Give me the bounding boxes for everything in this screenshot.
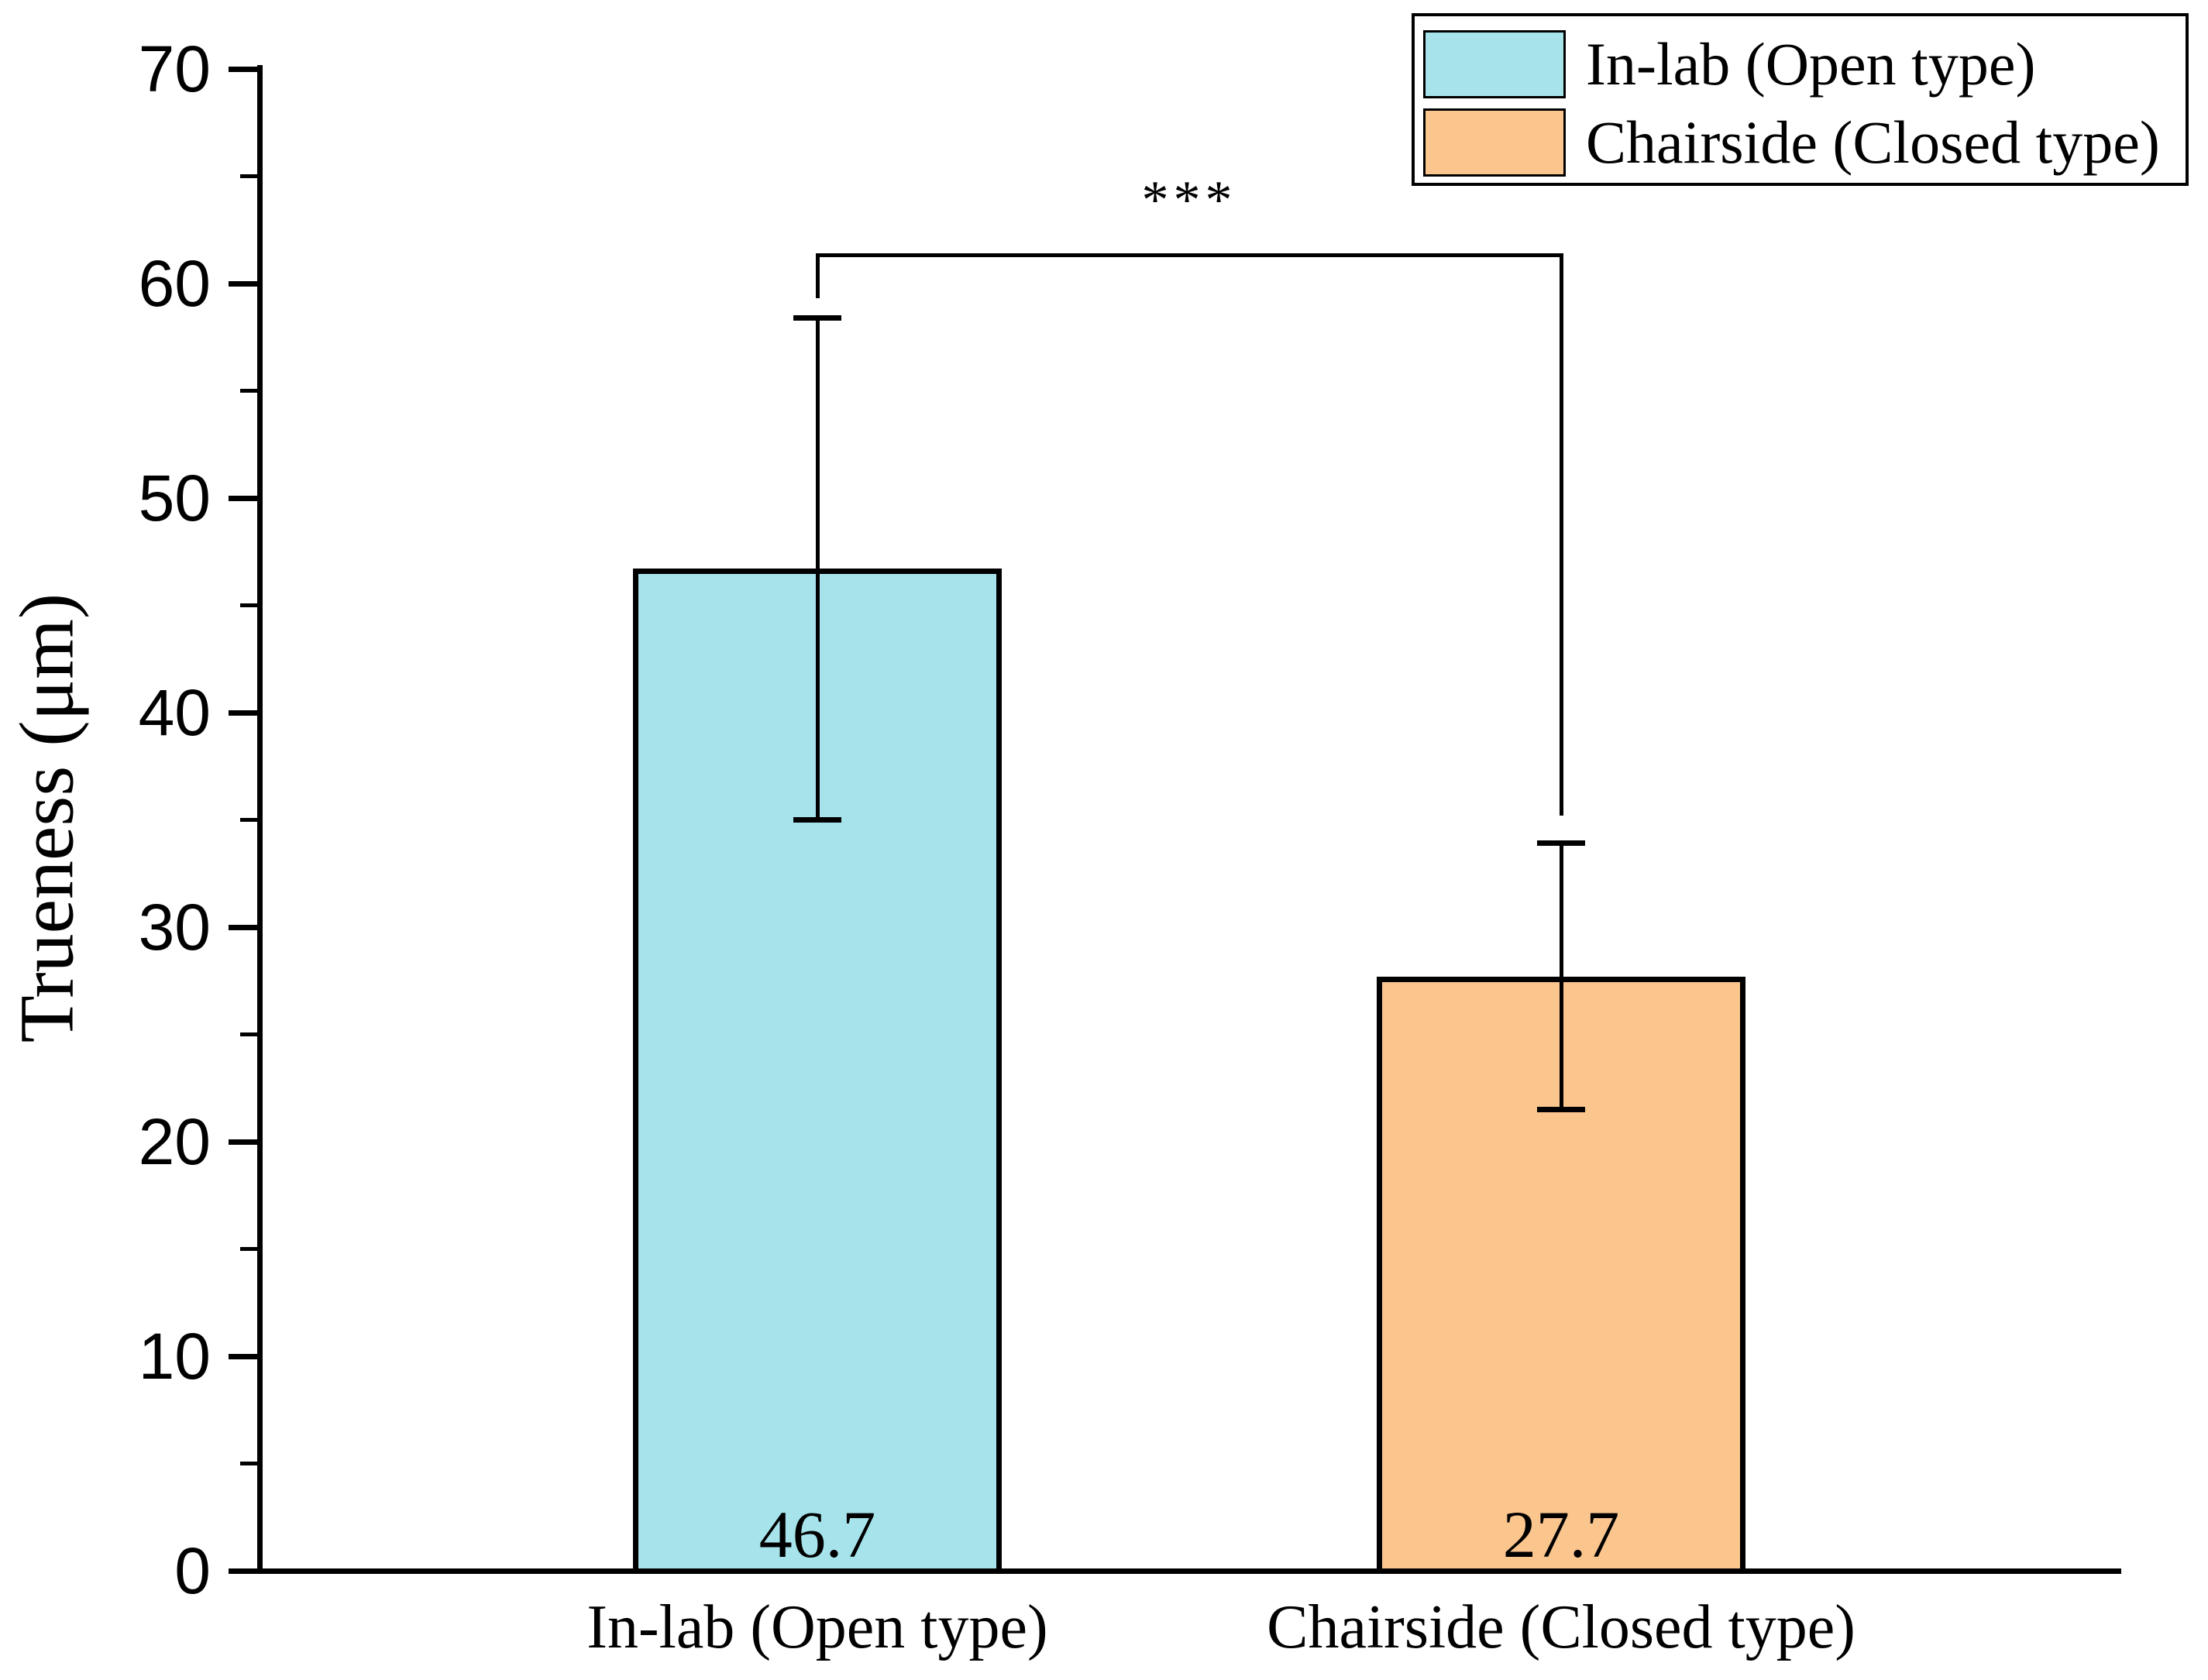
y-minor-tick bbox=[240, 818, 257, 822]
y-minor-tick bbox=[240, 174, 257, 178]
y-major-tick bbox=[229, 66, 257, 72]
legend-label-inlab: In-lab (Open type) bbox=[1586, 30, 2036, 98]
significance-stars: *** bbox=[1141, 170, 1237, 230]
y-major-tick bbox=[229, 495, 257, 501]
y-major-tick bbox=[229, 709, 257, 716]
y-major-tick bbox=[229, 1568, 257, 1574]
legend-item-chairside: Chairside (Closed type) bbox=[1423, 106, 2160, 179]
significance-bracket-right-drop bbox=[1559, 255, 1563, 816]
legend: In-lab (Open type) Chairside (Closed typ… bbox=[1412, 13, 2189, 186]
y-tick-label: 0 bbox=[174, 1534, 211, 1607]
legend-swatch-chairside bbox=[1423, 108, 1566, 177]
y-tick-label: 70 bbox=[138, 33, 211, 105]
x-axis-line bbox=[257, 1568, 2121, 1574]
y-tick-label: 30 bbox=[138, 891, 211, 964]
y-major-tick bbox=[229, 1139, 257, 1145]
y-major-tick bbox=[229, 1353, 257, 1359]
y-tick-label: 60 bbox=[138, 247, 211, 320]
legend-label-chairside: Chairside (Closed type) bbox=[1586, 108, 2160, 176]
error-bar-cap-bottom bbox=[793, 817, 841, 823]
bar-value-label: 27.7 bbox=[1502, 1497, 1620, 1572]
y-tick-label: 40 bbox=[138, 676, 211, 749]
legend-swatch-inlab bbox=[1423, 30, 1566, 98]
error-bar-cap-top bbox=[1537, 840, 1585, 847]
y-minor-tick bbox=[240, 1032, 257, 1036]
y-minor-tick bbox=[240, 1247, 257, 1251]
y-axis-line bbox=[257, 65, 263, 1574]
bar-value-label: 46.7 bbox=[758, 1497, 876, 1572]
error-bar-cap-top bbox=[793, 314, 841, 321]
y-minor-tick bbox=[240, 603, 257, 607]
y-minor-tick bbox=[240, 1462, 257, 1465]
y-axis-title: Trueness (μm) bbox=[3, 593, 90, 1043]
y-tick-label: 20 bbox=[138, 1105, 211, 1178]
error-bar-cap-bottom bbox=[1537, 1106, 1585, 1112]
error-bar-line bbox=[815, 318, 820, 820]
error-bar-line bbox=[1559, 843, 1563, 1110]
legend-item-inlab: In-lab (Open type) bbox=[1423, 28, 2035, 101]
y-major-tick bbox=[229, 280, 257, 287]
y-tick-label: 10 bbox=[138, 1320, 211, 1393]
y-minor-tick bbox=[240, 389, 257, 393]
significance-bracket-left-drop bbox=[815, 255, 820, 299]
x-category-label: In-lab (Open type) bbox=[586, 1593, 1048, 1661]
y-major-tick bbox=[229, 924, 257, 930]
significance-bracket-horizontal bbox=[815, 253, 1563, 258]
y-tick-label: 50 bbox=[138, 462, 211, 534]
x-category-label: Chairside (Closed type) bbox=[1267, 1593, 1855, 1661]
bar-chairside bbox=[1377, 976, 1745, 1574]
